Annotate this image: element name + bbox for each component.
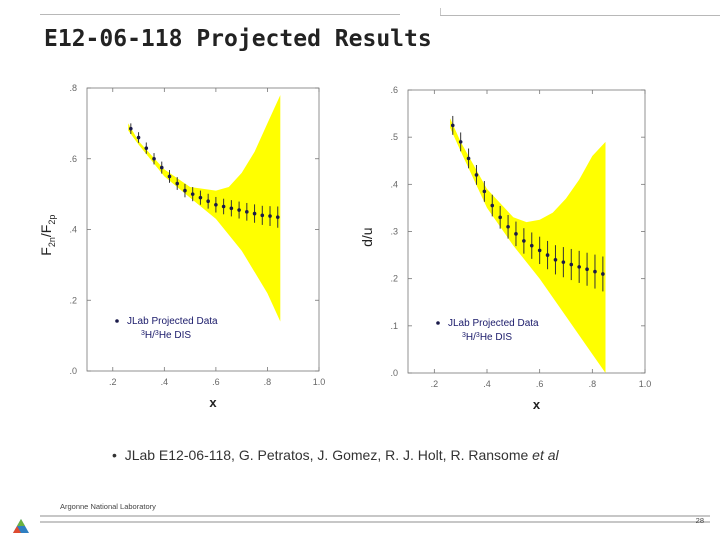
legend-entry-data: JLab Projected Data: [448, 318, 539, 329]
data-point: [159, 165, 164, 170]
data-point: [167, 174, 172, 179]
legend-marker: [115, 319, 119, 323]
data-point: [537, 248, 542, 253]
y-tick-label: .0: [69, 366, 77, 376]
data-point: [522, 239, 526, 243]
data-point: [152, 156, 156, 161]
data-point: [252, 211, 257, 216]
page-number: 28: [695, 516, 704, 525]
data-point: [229, 206, 234, 211]
footer-org: Argonne National Laboratory: [60, 502, 156, 511]
x-tick-label: .2: [109, 377, 117, 387]
chart-f2n-f2p: .2 .4 .6 .8 1.0 .0 .2 .4 .6 .8 x F2n/F2p JLab Projec…: [38, 83, 325, 410]
data-point: [601, 272, 605, 276]
data-point: [482, 189, 487, 194]
data-point: [260, 213, 265, 218]
data-point: [498, 215, 502, 220]
data-point: [545, 253, 550, 257]
data-point: [577, 265, 581, 269]
data-point: [585, 267, 589, 272]
data-point: [466, 156, 471, 161]
data-point: [245, 210, 249, 214]
legend-entry-dis: 3H/3He DIS: [141, 330, 191, 341]
legend-entry-dis: 3H/3He DIS: [462, 332, 512, 343]
legend-marker: [436, 321, 440, 325]
footer-bar: [40, 515, 710, 529]
data-point: [144, 146, 149, 150]
chart-0: .2 .4 .6 .8 1.0 .0 .2 .4 .6 .8 x F2n/F2p JLab Projec…: [38, 83, 325, 410]
bullet-citation: • JLab E12-06-118, G. Petratos, J. Gomez…: [112, 447, 559, 463]
x-tick-label: .2: [431, 379, 439, 389]
y-tick-label: .2: [390, 274, 398, 284]
page-title: E12-06-118 Projected Results: [44, 26, 432, 52]
chart-1: .2 .4 .6 .8 1.0 .0 .1 .2 .3 .4 .5 .6 x d/u JLab Projec…: [359, 85, 651, 412]
x-axis-label: x: [209, 395, 217, 410]
data-point: [183, 188, 187, 193]
data-point: [450, 123, 455, 128]
chart-d-over-u: .2 .4 .6 .8 1.0 .0 .1 .2 .3 .4 .5 .6 x d/u JLab Projec…: [359, 85, 651, 412]
bullet-dot: •: [112, 447, 125, 463]
data-point: [514, 232, 518, 236]
data-point: [561, 260, 566, 264]
data-point: [136, 135, 141, 140]
data-point: [221, 204, 226, 209]
y-tick-label: .0: [390, 368, 398, 378]
y-tick-label: .5: [390, 132, 398, 142]
uncertainty-band: [128, 95, 281, 322]
data-point: [129, 126, 133, 131]
citation-text: JLab E12-06-118, G. Petratos, J. Gomez, …: [124, 447, 533, 463]
y-tick-label: .4: [69, 225, 77, 235]
data-point: [175, 181, 180, 186]
y-tick-label: .6: [69, 154, 77, 164]
x-tick-label: .4: [161, 377, 169, 387]
data-point: [237, 208, 241, 212]
data-point: [206, 199, 210, 203]
x-tick-label: .6: [212, 377, 220, 387]
legend-entry-data: JLab Projected Data: [127, 316, 218, 327]
data-point: [214, 202, 218, 207]
header-rule: [40, 8, 720, 22]
x-tick-label: .4: [483, 379, 491, 389]
y-tick-label: .8: [69, 83, 77, 93]
data-point: [268, 214, 272, 218]
data-point: [490, 203, 495, 208]
data-point: [458, 140, 463, 144]
data-point: [275, 215, 280, 219]
y-tick-label: .3: [390, 227, 398, 237]
data-point: [474, 173, 479, 177]
data-point: [506, 224, 510, 229]
data-point: [569, 262, 574, 267]
data-point: [190, 192, 195, 196]
x-tick-label: .8: [264, 377, 272, 387]
y-tick-label: .2: [69, 295, 77, 305]
data-point: [529, 243, 534, 248]
x-tick-label: 1.0: [313, 377, 326, 387]
argonne-logo: [13, 519, 29, 533]
x-tick-label: .6: [536, 379, 544, 389]
x-axis-label: x: [533, 397, 541, 412]
x-tick-label: 1.0: [639, 379, 652, 389]
y-axis-label: F2n/F2p: [38, 215, 57, 256]
y-tick-label: .4: [390, 179, 398, 189]
data-point: [553, 258, 558, 262]
y-axis-label: d/u: [359, 227, 375, 246]
x-tick-label: .8: [589, 379, 597, 389]
y-tick-label: .1: [390, 321, 398, 331]
data-point: [593, 269, 597, 274]
citation-etal: et al: [532, 447, 559, 463]
y-tick-label: .6: [390, 85, 398, 95]
data-point: [198, 195, 203, 200]
uncertainty-band: [450, 118, 606, 373]
